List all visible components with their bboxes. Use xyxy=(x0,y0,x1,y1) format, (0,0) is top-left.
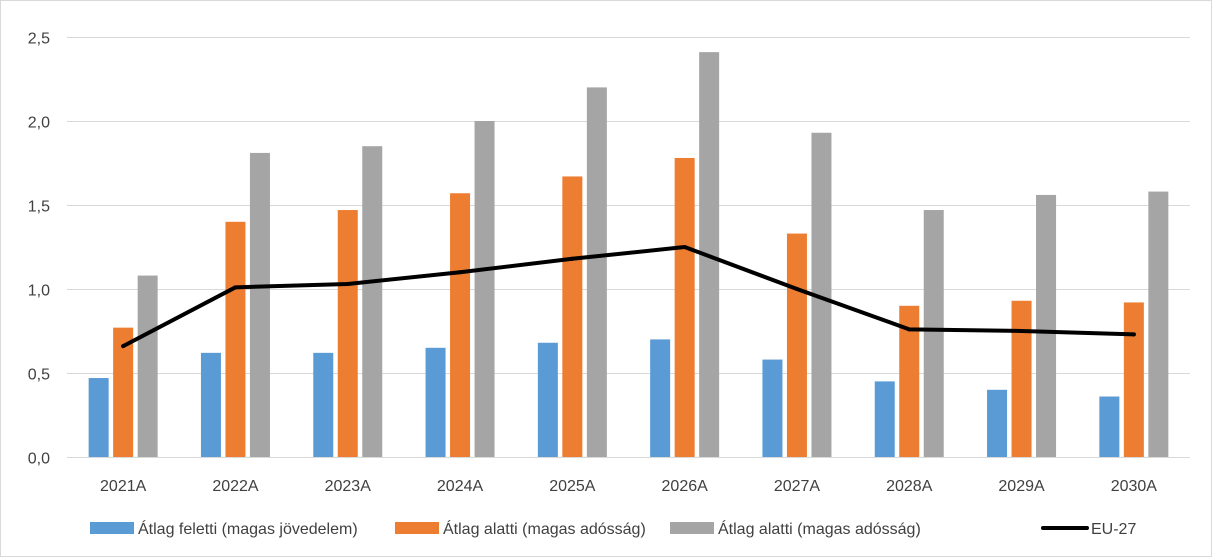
y-tick-label: 0,5 xyxy=(28,367,50,384)
legend-label: Átlag alatti (magas adósság) xyxy=(443,519,646,538)
bar xyxy=(987,389,1008,457)
line-point xyxy=(233,285,238,290)
x-tick-label: 2029A xyxy=(998,478,1045,495)
bar xyxy=(337,210,358,457)
bar xyxy=(586,87,607,458)
legend-label: EU-27 xyxy=(1091,521,1136,538)
bar xyxy=(899,305,920,457)
x-tick-label: 2021A xyxy=(100,478,147,495)
bar xyxy=(1011,300,1032,457)
line-point xyxy=(570,256,575,261)
line-point xyxy=(794,287,799,291)
y-tick-label: 1,5 xyxy=(28,199,50,216)
y-tick-label: 2,0 xyxy=(28,115,50,132)
legend-label: Átlag feletti (magas jövedelem) xyxy=(138,519,358,538)
legend-label: Átlag alatti (magas adósság) xyxy=(718,519,921,538)
eu27-line xyxy=(121,245,1136,349)
legend-swatch xyxy=(670,522,714,534)
x-tick-label: 2022A xyxy=(212,478,259,495)
x-tick-label: 2025A xyxy=(549,478,596,495)
bar xyxy=(474,121,495,457)
bar xyxy=(225,221,246,457)
bar xyxy=(362,146,383,457)
bar xyxy=(249,152,270,458)
bar xyxy=(537,342,558,457)
bar xyxy=(450,193,471,458)
bar xyxy=(874,381,895,457)
bar xyxy=(113,327,134,457)
line-point xyxy=(1019,329,1024,333)
line-point xyxy=(1131,332,1136,337)
line-point xyxy=(682,245,687,249)
line-point xyxy=(345,281,350,286)
y-tick-label: 2,5 xyxy=(28,31,50,48)
bar xyxy=(562,176,583,457)
x-tick-label: 2023A xyxy=(325,478,372,495)
x-tick-label: 2028A xyxy=(886,478,933,495)
bar xyxy=(1099,396,1120,457)
bar xyxy=(650,339,671,457)
legend-swatch xyxy=(395,522,439,534)
legend: Átlag feletti (magas jövedelem) Átlag ala… xyxy=(90,519,1136,538)
bar xyxy=(762,359,783,457)
x-tick-label: 2030A xyxy=(1111,478,1158,495)
bar xyxy=(137,275,158,457)
x-tick-label: 2024A xyxy=(437,478,484,495)
bar xyxy=(1123,302,1144,457)
legend-swatch xyxy=(90,522,134,534)
x-tick-label: 2026A xyxy=(662,478,709,495)
bar xyxy=(88,378,109,457)
y-axis: 0,0 0,5 1,0 1,5 2,0 2,5 xyxy=(28,31,50,468)
y-tick-label: 0,0 xyxy=(28,451,50,468)
bar xyxy=(674,157,695,457)
bar xyxy=(1148,191,1169,457)
bar xyxy=(923,210,944,457)
bar xyxy=(313,352,334,457)
y-tick-label: 1,0 xyxy=(28,283,50,300)
line-point xyxy=(458,270,463,275)
x-tick-label: 2027A xyxy=(774,478,821,495)
line-point xyxy=(121,344,126,349)
line-series xyxy=(121,245,1136,349)
bar xyxy=(811,132,832,457)
x-axis: 2021A 2022A 2023A 2024A 2025A 2026A 2027A 2028A… xyxy=(100,478,1157,495)
line-point xyxy=(907,327,912,332)
bar xyxy=(200,352,221,457)
bar xyxy=(786,233,807,457)
bar xyxy=(425,347,446,457)
bar xyxy=(1036,194,1057,458)
